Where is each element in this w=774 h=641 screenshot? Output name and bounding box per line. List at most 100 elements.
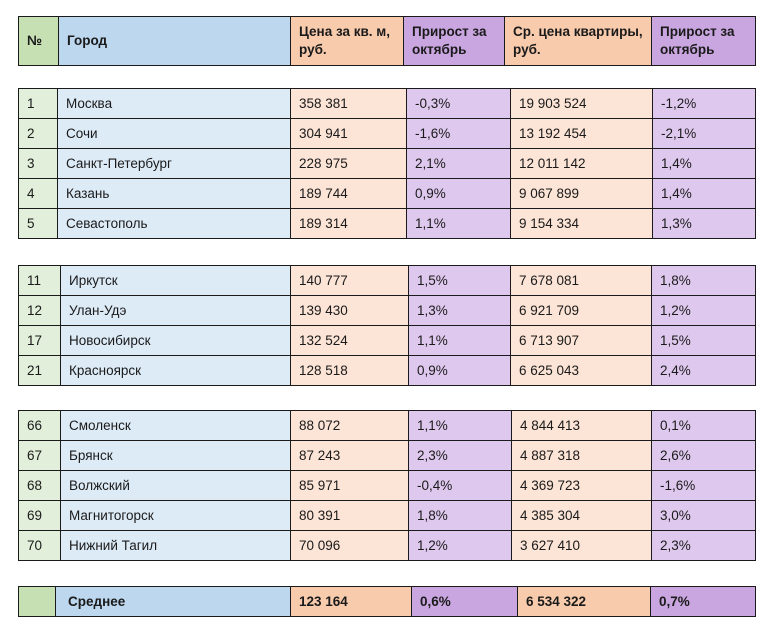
average-row: Среднее 123 164 0,6% 6 534 322 0,7% bbox=[18, 586, 756, 617]
row-growth-m2: 1,1% bbox=[408, 410, 512, 441]
table-row: 5 Севастополь 189 314 1,1% 9 154 334 1,3% bbox=[18, 208, 756, 239]
row-price-m2: 304 941 bbox=[290, 118, 407, 149]
average-table: Среднее 123 164 0,6% 6 534 322 0,7% bbox=[18, 586, 756, 617]
row-price-m2: 70 096 bbox=[290, 530, 409, 561]
row-growth-m2: 1,8% bbox=[408, 500, 512, 531]
row-avg-price: 7 678 081 bbox=[510, 265, 652, 296]
row-no: 1 bbox=[18, 88, 58, 119]
header-row: № Город Цена за кв. м, руб. Прирост за о… bbox=[18, 16, 756, 66]
row-no: 67 bbox=[18, 440, 61, 471]
row-growth-m2: 0,9% bbox=[406, 178, 511, 209]
row-no: 69 bbox=[18, 500, 61, 531]
row-growth-avg: 3,0% bbox=[651, 500, 756, 531]
row-avg-price: 4 385 304 bbox=[511, 500, 652, 531]
table-row: 3 Санкт-Петербург 228 975 2,1% 12 011 142 1,4… bbox=[18, 148, 756, 179]
row-city: Иркутск bbox=[60, 265, 291, 296]
table-row: 4 Казань 189 744 0,9% 9 067 899 1,4% bbox=[18, 178, 756, 209]
row-city: Казань bbox=[57, 178, 291, 209]
row-avg-price: 9 067 899 bbox=[510, 178, 653, 209]
average-growth-avg: 0,7% bbox=[650, 586, 756, 617]
row-price-m2: 189 314 bbox=[290, 208, 407, 239]
row-growth-m2: 1,1% bbox=[408, 325, 511, 356]
table-row: 66 Смоленск 88 072 1,1% 4 844 413 0,1% bbox=[18, 410, 756, 441]
row-growth-avg: 2,4% bbox=[651, 355, 756, 386]
row-growth-m2: -1,6% bbox=[406, 118, 511, 149]
row-growth-avg: 1,4% bbox=[652, 178, 756, 209]
table-row: 11 Иркутск 140 777 1,5% 7 678 081 1,8% bbox=[18, 265, 756, 296]
table-row: 12 Улан-Удэ 139 430 1,3% 6 921 709 1,2% bbox=[18, 295, 756, 326]
row-growth-m2: 1,2% bbox=[408, 530, 512, 561]
row-growth-avg: 1,4% bbox=[652, 148, 756, 179]
row-avg-price: 9 154 334 bbox=[510, 208, 653, 239]
table-row: 1 Москва 358 381 -0,3% 19 903 524 -1,2% bbox=[18, 88, 756, 119]
row-no: 66 bbox=[18, 410, 61, 441]
row-avg-price: 4 369 723 bbox=[511, 470, 652, 501]
row-growth-m2: -0,4% bbox=[408, 470, 512, 501]
header-growth-apartment: Прирост за октябрь bbox=[651, 16, 756, 66]
row-no: 3 bbox=[18, 148, 58, 179]
average-growth-m2: 0,6% bbox=[411, 586, 518, 617]
row-avg-price: 19 903 524 bbox=[510, 88, 653, 119]
row-no: 70 bbox=[18, 530, 61, 561]
row-avg-price: 4 844 413 bbox=[511, 410, 652, 441]
row-city: Смоленск bbox=[60, 410, 291, 441]
average-price-m2: 123 164 bbox=[290, 586, 412, 617]
average-no bbox=[18, 586, 56, 617]
row-no: 4 bbox=[18, 178, 58, 209]
row-city: Улан-Удэ bbox=[60, 295, 291, 326]
row-growth-avg: 1,5% bbox=[651, 325, 756, 356]
table-row: 68 Волжский 85 971 -0,4% 4 369 723 -1,6% bbox=[18, 470, 756, 501]
row-avg-price: 6 713 907 bbox=[510, 325, 652, 356]
row-city: Брянск bbox=[60, 440, 291, 471]
row-growth-avg: 1,2% bbox=[651, 295, 756, 326]
header-growth-m2: Прирост за октябрь bbox=[403, 16, 505, 66]
table-row: 17 Новосибирск 132 524 1,1% 6 713 907 1,5% bbox=[18, 325, 756, 356]
row-no: 17 bbox=[18, 325, 61, 356]
row-price-m2: 88 072 bbox=[290, 410, 409, 441]
row-growth-avg: 2,6% bbox=[651, 440, 756, 471]
row-price-m2: 128 518 bbox=[290, 355, 409, 386]
table-row: 21 Красноярск 128 518 0,9% 6 625 043 2,4% bbox=[18, 355, 756, 386]
data-block-bottom: 66 Смоленск 88 072 1,1% 4 844 413 0,1% 67 Брянс… bbox=[18, 410, 756, 561]
row-growth-avg: 1,3% bbox=[652, 208, 756, 239]
row-price-m2: 358 381 bbox=[290, 88, 407, 119]
row-growth-m2: 0,9% bbox=[408, 355, 511, 386]
row-city: Нижний Тагил bbox=[60, 530, 291, 561]
row-avg-price: 4 887 318 bbox=[511, 440, 652, 471]
row-avg-price: 12 011 142 bbox=[510, 148, 653, 179]
row-price-m2: 139 430 bbox=[290, 295, 409, 326]
table-row: 2 Сочи 304 941 -1,6% 13 192 454 -2,1% bbox=[18, 118, 756, 149]
row-growth-m2: 2,3% bbox=[408, 440, 512, 471]
table-row: 67 Брянск 87 243 2,3% 4 887 318 2,6% bbox=[18, 440, 756, 471]
average-label: Среднее bbox=[55, 586, 291, 617]
table-row: 69 Магнитогорск 80 391 1,8% 4 385 304 3,0% bbox=[18, 500, 756, 531]
row-price-m2: 228 975 bbox=[290, 148, 407, 179]
row-growth-avg: -1,6% bbox=[651, 470, 756, 501]
row-avg-price: 6 921 709 bbox=[510, 295, 652, 326]
row-no: 68 bbox=[18, 470, 61, 501]
row-no: 12 bbox=[18, 295, 61, 326]
row-price-m2: 80 391 bbox=[290, 500, 409, 531]
row-avg-price: 3 627 410 bbox=[511, 530, 652, 561]
row-city: Магнитогорск bbox=[60, 500, 291, 531]
header-no: № bbox=[18, 16, 59, 66]
row-city: Красноярск bbox=[60, 355, 291, 386]
row-city: Волжский bbox=[60, 470, 291, 501]
row-growth-m2: 1,3% bbox=[408, 295, 511, 326]
row-growth-avg: 1,8% bbox=[651, 265, 756, 296]
row-growth-m2: 2,1% bbox=[406, 148, 511, 179]
header-avg-apartment-price: Ср. цена квартиры, руб. bbox=[504, 16, 652, 66]
row-avg-price: 6 625 043 bbox=[510, 355, 652, 386]
data-block-middle: 11 Иркутск 140 777 1,5% 7 678 081 1,8% 12 Улан-… bbox=[18, 265, 756, 386]
row-no: 5 bbox=[18, 208, 58, 239]
row-city: Севастополь bbox=[57, 208, 291, 239]
row-avg-price: 13 192 454 bbox=[510, 118, 653, 149]
data-block-top: 1 Москва 358 381 -0,3% 19 903 524 -1,2% 2 Сочи 3… bbox=[18, 88, 756, 239]
row-city: Сочи bbox=[57, 118, 291, 149]
average-avg-price: 6 534 322 bbox=[517, 586, 651, 617]
row-city: Санкт-Петербург bbox=[57, 148, 291, 179]
row-price-m2: 87 243 bbox=[290, 440, 409, 471]
row-no: 21 bbox=[18, 355, 61, 386]
row-price-m2: 140 777 bbox=[290, 265, 409, 296]
row-growth-avg: -2,1% bbox=[652, 118, 756, 149]
